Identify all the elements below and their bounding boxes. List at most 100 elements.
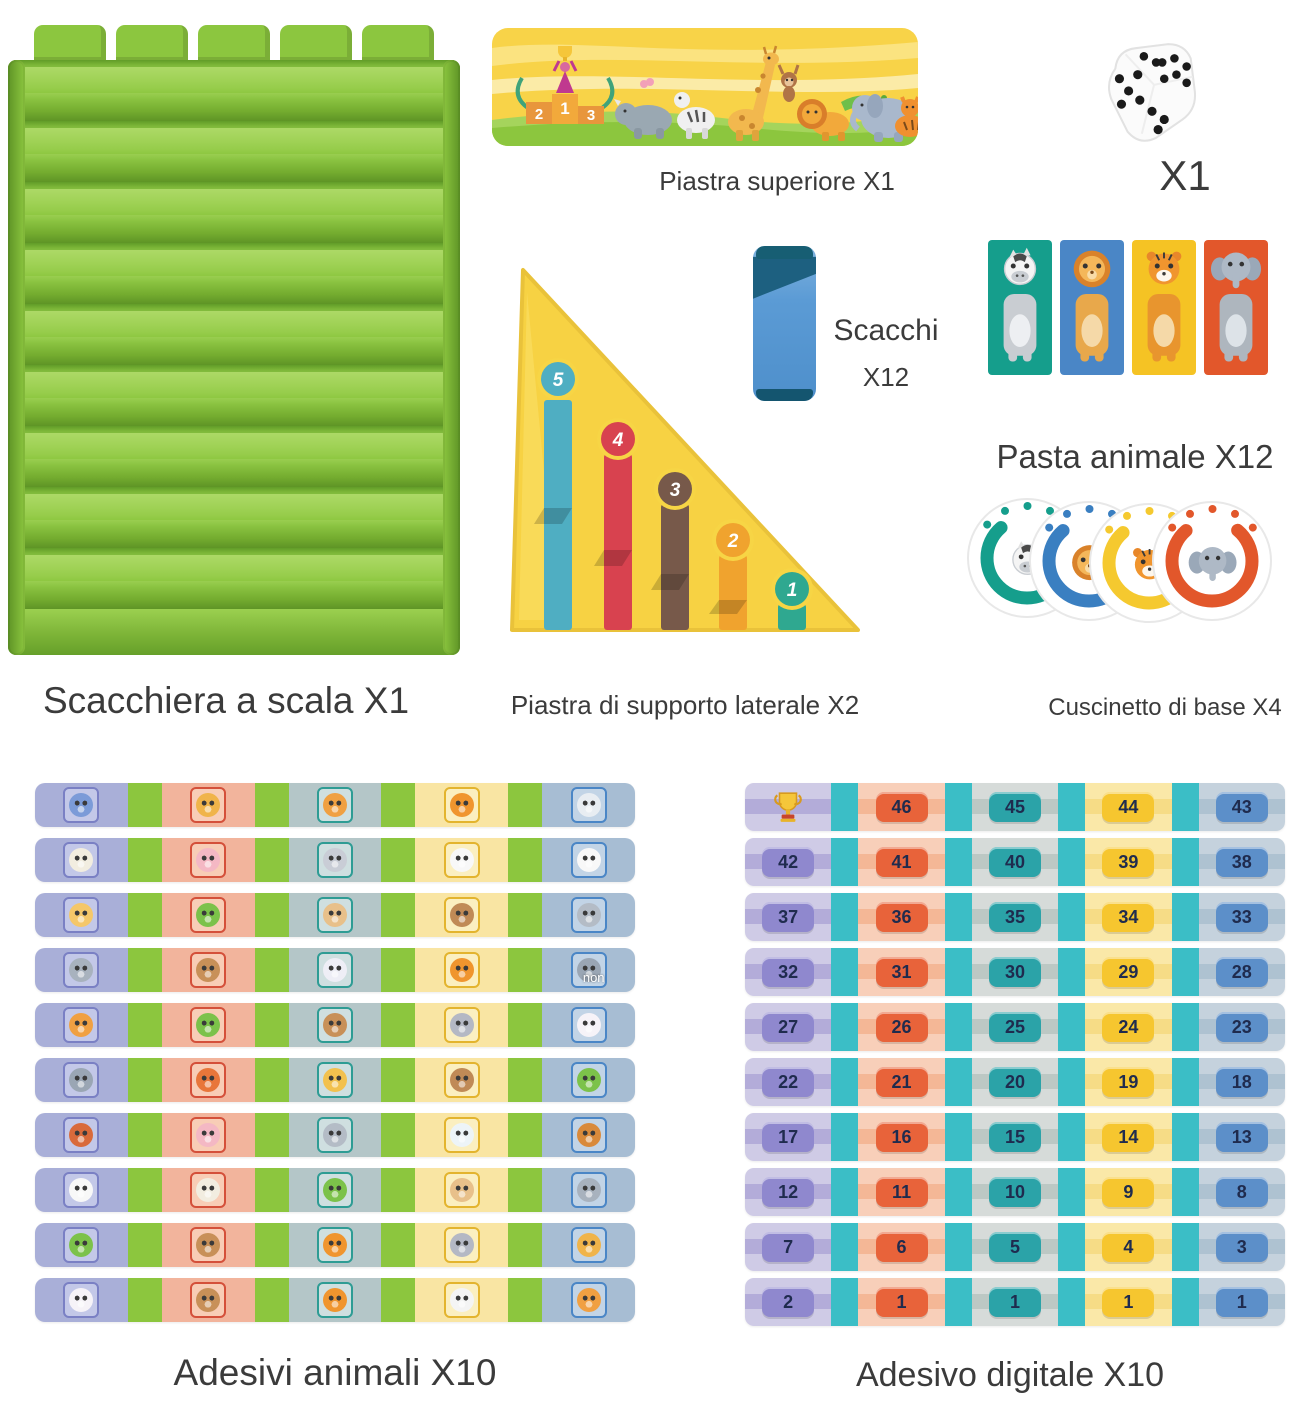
trophy-icon <box>772 790 804 824</box>
strip-spacer <box>508 1278 543 1322</box>
strip-segment <box>415 783 509 827</box>
animal-tile-lion <box>316 787 353 823</box>
number-badge: 8 <box>1215 1177 1268 1207</box>
number-cell: 20 <box>971 1058 1059 1106</box>
strip-segment <box>35 783 128 827</box>
animal-tile-deer <box>190 952 227 988</box>
animal-tile-owl <box>190 1172 227 1208</box>
number-sticker-strips: 46 45 44 43 42 41 40 39 38 37 36 35 34 33 32 31 30 29 28 27… <box>745 783 1285 1333</box>
strip-segment <box>35 1003 128 1047</box>
number-badge: 27 <box>762 1012 815 1042</box>
duck-face-icon <box>322 1068 347 1092</box>
strip-separator <box>1058 1278 1086 1326</box>
number-strip-row: 2 1 1 1 1 <box>745 1278 1285 1326</box>
number-badge: 23 <box>1215 1012 1268 1042</box>
strip-segment <box>542 1113 635 1157</box>
strip-spacer <box>508 1223 543 1267</box>
number-badge: 20 <box>988 1067 1041 1097</box>
number-cell: 2 <box>745 1278 832 1326</box>
pasta-animal-cards <box>988 240 1268 375</box>
number-cell: 32 <box>745 948 832 996</box>
animal-stickers-label: Adesivi animali X10 <box>173 1352 497 1393</box>
animal-tile-frog <box>570 1062 607 1098</box>
deer-face-icon <box>196 1288 221 1312</box>
strip-separator <box>944 1058 972 1106</box>
strip-separator <box>944 1168 972 1216</box>
pasta-card-tiger <box>1132 240 1196 375</box>
animal-tile-raccoon <box>63 952 100 988</box>
animal-strip-row <box>35 838 635 882</box>
number-badge: 15 <box>988 1122 1041 1152</box>
number-badge: 12 <box>762 1177 815 1207</box>
animal-tile-tiger <box>443 952 480 988</box>
board-slat <box>8 304 460 365</box>
podium-illustration: 2 1 3 <box>515 46 615 124</box>
board-tab <box>34 25 106 60</box>
strip-segment <box>161 1168 255 1212</box>
pasta-card-elephant <box>1204 240 1268 375</box>
strip-segment <box>542 1003 635 1047</box>
number-badge: 30 <box>988 957 1041 987</box>
board-tab <box>280 25 352 60</box>
donkey-face-icon <box>449 1013 474 1037</box>
chess-piece-bottom-cap <box>756 389 813 401</box>
animal-tile-monkey <box>443 897 480 933</box>
animal-tile-pig <box>190 842 227 878</box>
strip-spacer <box>381 1058 416 1102</box>
number-badge: 1 <box>875 1287 928 1317</box>
tiger-face-icon <box>449 793 474 817</box>
number-cell: 1 <box>1198 1278 1285 1326</box>
lion-icon <box>797 99 849 141</box>
squirrel-face-icon <box>576 1123 601 1147</box>
number-badge: 6 <box>875 1232 928 1262</box>
deer-face-icon <box>322 1013 347 1037</box>
number-badge: 16 <box>875 1122 928 1152</box>
number-cell: 22 <box>745 1058 832 1106</box>
strip-spacer <box>381 838 416 882</box>
step-number-3: 3 <box>670 480 681 501</box>
animal-tile-tiger <box>443 787 480 823</box>
step-number-2: 2 <box>727 531 739 552</box>
strip-spacer <box>381 1168 416 1212</box>
base-cushion-elephant <box>1150 499 1275 624</box>
number-cell: 1 <box>1085 1278 1172 1326</box>
animal-strip-row <box>35 1168 635 1212</box>
koala-face-icon <box>576 903 601 927</box>
number-badge: 37 <box>762 902 815 932</box>
number-cell: 9 <box>1085 1168 1172 1216</box>
strip-segment <box>35 1058 128 1102</box>
animal-tile-frog <box>190 897 227 933</box>
rhino-icon <box>614 99 672 139</box>
number-badge: 36 <box>875 902 928 932</box>
strip-separator <box>944 1278 972 1326</box>
number-cell: 18 <box>1198 1058 1285 1106</box>
number-badge: 26 <box>875 1012 928 1042</box>
deer-face-icon <box>196 1233 221 1257</box>
animal-strip-row <box>35 893 635 937</box>
number-cell: 19 <box>1085 1058 1172 1106</box>
board-tab <box>362 25 434 60</box>
number-cell: 3 <box>1198 1223 1285 1271</box>
pasta-card-zebra <box>988 240 1052 375</box>
strip-spacer <box>381 893 416 937</box>
strip-separator <box>831 1168 859 1216</box>
panda-face-icon <box>449 848 474 872</box>
strip-separator <box>1171 1278 1199 1326</box>
strip-segment <box>415 1168 509 1212</box>
animal-tile-frog <box>190 1007 227 1043</box>
strip-segment <box>161 1223 255 1267</box>
monkey-icon <box>777 64 800 102</box>
number-badge: 7 <box>762 1232 815 1262</box>
strip-segment <box>288 1223 382 1267</box>
monkey-face-icon <box>449 903 474 927</box>
number-badge: 40 <box>988 847 1041 877</box>
number-cell: 26 <box>858 1003 945 1051</box>
chess-piece-top-cap <box>756 246 813 259</box>
number-badge: 35 <box>988 902 1041 932</box>
board-slat <box>8 121 460 182</box>
animal-sticker-strips: non <box>35 783 635 1333</box>
number-cell: 25 <box>971 1003 1059 1051</box>
strip-segment <box>35 1278 128 1322</box>
strip-segment <box>161 893 255 937</box>
number-badge: 44 <box>1102 792 1155 822</box>
